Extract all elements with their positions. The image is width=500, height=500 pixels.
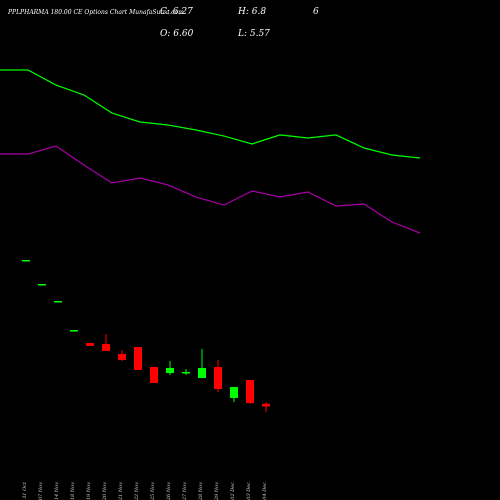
x-tick-label: 19 Nov	[86, 482, 92, 500]
x-tick-label: 03 Dec	[246, 482, 252, 500]
extra-label: 6	[313, 7, 319, 17]
x-tick-label: 28 Nov	[198, 482, 204, 500]
candle-body	[214, 366, 222, 390]
x-tick-label: 25 Nov	[150, 482, 156, 500]
candle-body	[182, 371, 190, 374]
candle-body	[102, 343, 110, 351]
x-tick-label: 18 Nov	[70, 482, 76, 500]
indicator-line	[0, 69, 421, 159]
candle-body	[118, 353, 126, 361]
candle-body	[246, 379, 254, 403]
low-label: L: 5.57	[237, 29, 270, 39]
x-tick-label: 20 Nov	[102, 482, 108, 500]
x-tick-label: 04 Dec	[262, 482, 268, 500]
open-label: O: 6.60	[160, 29, 194, 39]
candle-body	[150, 366, 158, 384]
candle-body	[38, 284, 46, 286]
candle-body	[230, 386, 238, 398]
x-tick-label: 26 Nov	[166, 482, 172, 500]
candle-body	[22, 259, 30, 262]
candle-body	[198, 368, 206, 379]
indicator-line	[0, 145, 421, 234]
x-tick-label: 14 Nov	[54, 482, 60, 500]
x-tick-label: 07 Nov	[38, 482, 44, 500]
high-label: H: 6.8	[237, 7, 266, 17]
close-label: C: 6.27	[160, 7, 193, 17]
x-tick-label: 02 Dec	[230, 482, 236, 500]
x-tick-label: 31 Oct	[22, 481, 28, 499]
chart-title: PPLPHARMA 180.00 CE Options Chart Munafa…	[7, 9, 184, 16]
candle-body	[86, 343, 94, 346]
candle-body	[262, 403, 270, 407]
x-tick-label: 29 Nov	[214, 482, 220, 500]
x-tick-label: 22 Nov	[134, 482, 140, 500]
candle-body	[134, 346, 142, 370]
candle-body	[70, 330, 78, 332]
candle-body	[54, 300, 62, 303]
x-tick-label: 21 Nov	[118, 482, 124, 500]
x-tick-label: 27 Nov	[182, 482, 188, 500]
candle-body	[166, 368, 174, 374]
